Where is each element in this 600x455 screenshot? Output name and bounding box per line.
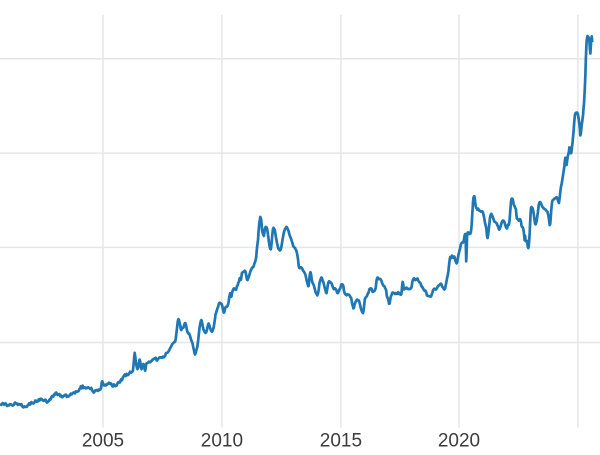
svg-text:2015: 2015 bbox=[320, 430, 362, 450]
svg-text:2005: 2005 bbox=[82, 430, 124, 450]
svg-text:2010: 2010 bbox=[201, 430, 243, 450]
svg-text:2020: 2020 bbox=[438, 430, 480, 450]
